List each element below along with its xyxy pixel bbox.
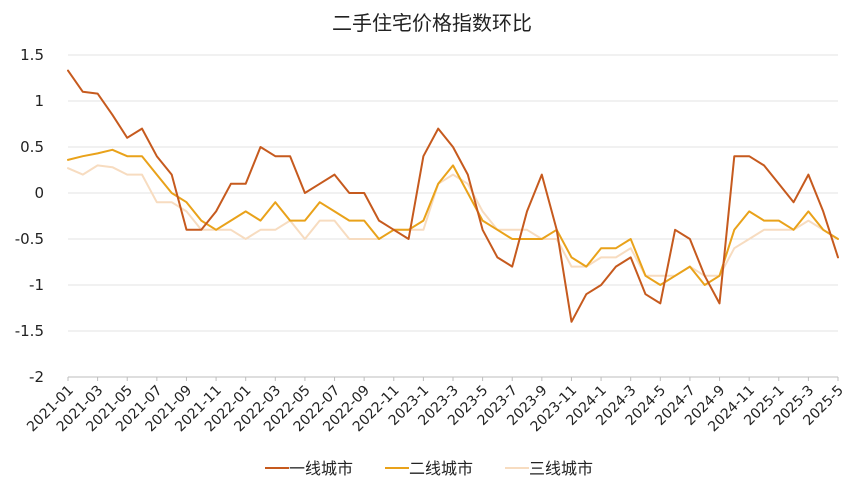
y-tick-label: 0 [34, 184, 44, 202]
chart-title: 二手住宅价格指数环比 [332, 11, 532, 35]
y-tick-label: 1.5 [20, 46, 44, 64]
y-tick-label: -1 [29, 276, 44, 294]
series-line-2 [67, 148, 839, 286]
series-lines [67, 69, 839, 323]
y-tick-label: 1 [34, 92, 44, 110]
legend-label: 一线城市 [289, 459, 353, 478]
y-tick-label: -1.5 [15, 322, 44, 340]
legend-label: 三线城市 [529, 459, 593, 478]
legend-label: 二线城市 [409, 459, 473, 478]
series-line-3 [67, 164, 839, 277]
x-axis: 2021-012021-032021-052021-072021-092021-… [24, 377, 847, 435]
series-line-1 [67, 69, 839, 323]
y-tick-label: -0.5 [15, 230, 44, 248]
legend: 一线城市 二线城市 三线城市 [265, 459, 593, 478]
y-axis: 1.5 1 0.5 0 -0.5 -1 -1.5 -2 [15, 46, 44, 386]
y-tick-label: 0.5 [20, 138, 44, 156]
y-tick-label: -2 [29, 368, 44, 386]
